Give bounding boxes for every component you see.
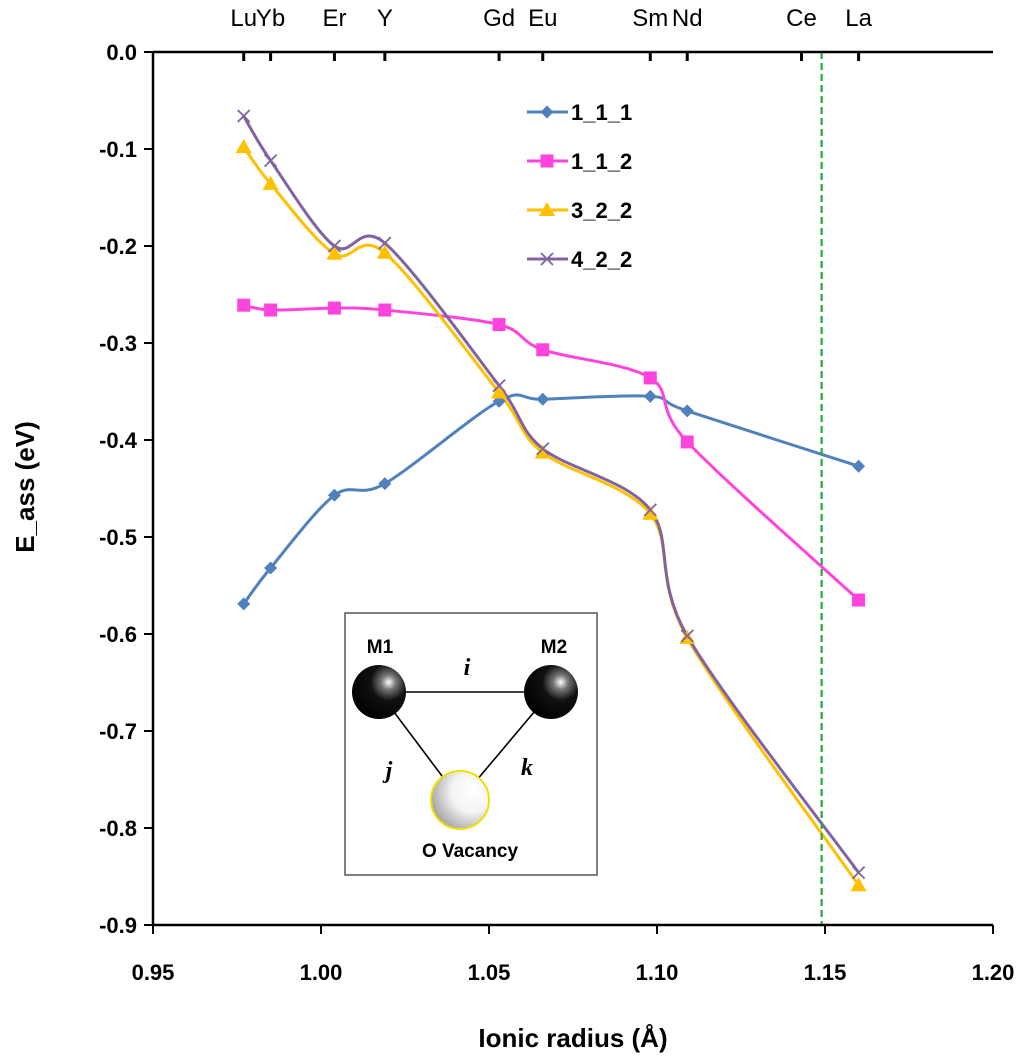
y-tick-label: -0.7 (99, 719, 137, 744)
top-axis-label: Yb (256, 5, 285, 32)
data-point-1_1_1 (536, 392, 550, 406)
data-point-3_2_2 (262, 175, 279, 190)
m1-atom (352, 665, 406, 719)
m2-label: M2 (541, 637, 567, 658)
y-tick-label: -0.3 (99, 331, 137, 356)
y-tick-label: -0.2 (99, 234, 137, 259)
data-point-3_2_2 (491, 384, 508, 399)
top-axis-label: Nd (672, 5, 703, 32)
data-point-4_2_2 (237, 109, 251, 123)
data-point-4_2_2 (378, 236, 392, 250)
data-point-4_2_2 (643, 503, 657, 517)
x-tick-label: 1.10 (636, 960, 679, 985)
data-point-1_1_2 (536, 343, 550, 357)
top-axis-label: Y (377, 5, 393, 32)
top-axis-label: Eu (528, 5, 557, 32)
data-point-4_2_2 (536, 442, 550, 456)
x-tick-label: 1.20 (972, 960, 1015, 985)
data-point-1_1_2 (378, 303, 392, 317)
data-point-4_2_2 (851, 865, 866, 880)
legend-marker-1_1_2 (540, 154, 554, 168)
series-markers (235, 109, 867, 892)
data-point-1_1_1 (680, 404, 694, 418)
y-tick-label: 0.0 (106, 40, 137, 65)
data-point-3_2_2 (850, 877, 867, 892)
top-axis-label: La (845, 5, 872, 32)
x-tick-label: 0.95 (132, 960, 175, 985)
oxygen-vacancy (430, 770, 490, 830)
data-point-1_1_1 (378, 477, 392, 491)
legend-label: 1_1_1 (571, 100, 632, 125)
y-tick-label: -0.8 (99, 816, 137, 841)
data-point-1_1_2 (264, 303, 278, 317)
data-point-1_1_1 (327, 488, 341, 502)
legend: 1_1_1 1_1_2 3_2_2 4_2_2 (527, 100, 632, 272)
data-point-1_1_1 (852, 459, 866, 473)
j-label: j (382, 758, 393, 784)
top-axis-label: Ce (786, 5, 817, 32)
legend-marker-1_1_1 (540, 105, 554, 119)
y-tick-label: -0.4 (99, 428, 138, 453)
top-axis-label: Sm (632, 5, 668, 32)
inset-frame (344, 612, 598, 876)
k-label: k (521, 755, 533, 781)
legend-label: 3_2_2 (571, 198, 632, 223)
y-axis-title: E_ass (eV) (10, 421, 40, 553)
y-tick-label: -0.6 (99, 622, 137, 647)
x-tick-label: 1.00 (300, 960, 343, 985)
legend-label: 1_1_2 (571, 149, 632, 174)
data-point-1_1_2 (680, 435, 694, 449)
y-tick-label: -0.5 (99, 525, 137, 550)
data-point-1_1_2 (492, 318, 506, 332)
x-axis-title: Ionic radius (Å) (478, 1023, 667, 1053)
data-point-4_2_2 (263, 154, 278, 168)
m1-label: M1 (367, 637, 394, 658)
data-point-3_2_2 (642, 505, 659, 520)
data-point-1_1_2 (237, 298, 251, 312)
data-point-1_1_1 (643, 389, 657, 403)
vacancy-label: O Vacancy (422, 841, 519, 862)
data-point-3_2_2 (376, 244, 393, 259)
m2-atom (524, 665, 578, 719)
x-tick-label: 1.15 (804, 960, 847, 985)
data-point-3_2_2 (534, 444, 551, 459)
data-point-1_1_1 (237, 597, 251, 611)
series-line-1_1_2 (243, 303, 860, 602)
data-point-3_2_2 (326, 245, 343, 260)
data-point-4_2_2 (492, 379, 506, 393)
x-tick-label: 1.05 (468, 960, 511, 985)
inset-diagram: M1 M2 i j k O Vacancy (344, 612, 598, 876)
data-point-1_1_1 (264, 561, 278, 575)
data-point-1_1_2 (852, 593, 866, 607)
legend-marker-4_2_2 (540, 252, 554, 266)
y-tick-label: -0.9 (99, 913, 137, 938)
legend-label: 4_2_2 (571, 247, 632, 272)
data-point-3_2_2 (235, 139, 252, 154)
axes: 0.0 -0.1 -0.2 -0.3 -0.4 -0.5 -0.6 -0.7 -0.8 -0.9 0… (99, 5, 1014, 985)
data-point-1_1_2 (327, 301, 341, 315)
i-label: i (464, 655, 471, 681)
top-axis-label: Gd (483, 5, 515, 32)
legend-marker-3_2_2 (539, 202, 555, 216)
top-axis-label: Lu (230, 5, 257, 32)
y-tick-label: -0.1 (99, 137, 137, 162)
data-point-4_2_2 (327, 239, 342, 253)
data-point-1_1_2 (643, 371, 657, 385)
top-axis-label: Er (322, 5, 346, 32)
data-point-4_2_2 (680, 629, 694, 643)
